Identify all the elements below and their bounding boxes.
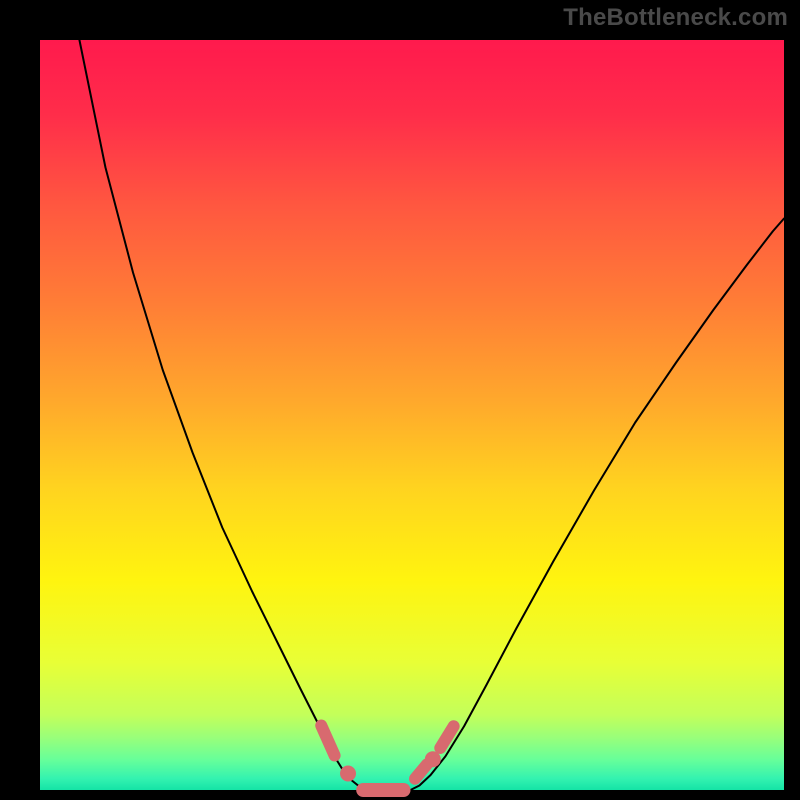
bottleneck-chart <box>0 0 800 800</box>
marker-dot <box>425 751 441 767</box>
marker-dot <box>340 766 356 782</box>
watermark-text: TheBottleneck.com <box>563 4 788 32</box>
marker-floor-capsule <box>356 783 410 797</box>
chart-stage: TheBottleneck.com <box>0 0 800 800</box>
plot-background-gradient <box>40 40 784 790</box>
